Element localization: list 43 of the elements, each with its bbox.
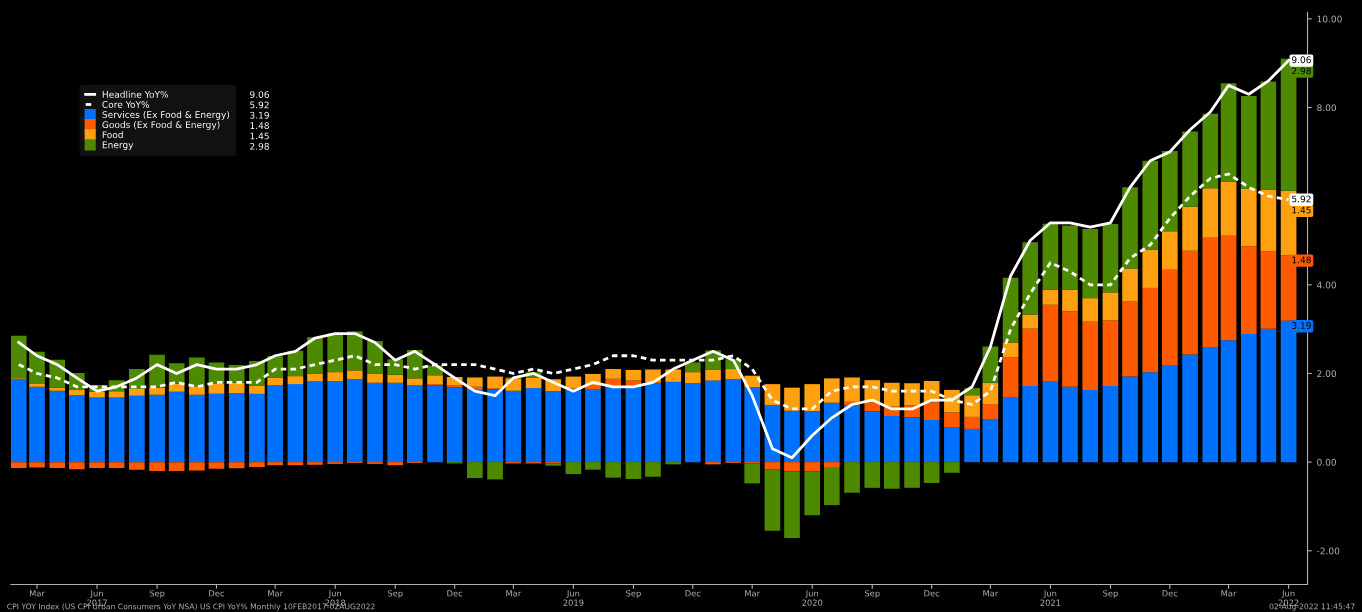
data-label: 9.06 <box>1291 56 1311 64</box>
text: 1.45 <box>250 132 269 140</box>
data-label: 2.98 <box>1292 67 1311 75</box>
text: 3.19 <box>250 111 269 119</box>
data-label: 1.45 <box>1292 206 1311 214</box>
legend-label: Services (Ex Food & Energy) <box>102 111 230 120</box>
y-tick-label: 10.00 <box>1317 15 1342 23</box>
x-tick-label: Sep <box>626 590 641 599</box>
y-tick-label: 0.00 <box>1317 458 1337 466</box>
x-tick-label: Sep <box>149 590 165 599</box>
x-tick-label: Dec <box>447 590 463 597</box>
y-tick-label: -2.00 <box>1316 547 1340 555</box>
legend-label: Headline YoY% <box>102 90 169 98</box>
legend-label: Energy <box>102 141 134 151</box>
x-tick-label: Dec <box>685 590 701 597</box>
y-tick-label: 2.00 <box>1317 370 1337 378</box>
text: 2.98 <box>250 142 269 150</box>
data-label: 1.48 <box>1292 256 1311 264</box>
x-tick-label: Mar <box>268 590 284 597</box>
x-tick-label: Sep <box>387 590 403 599</box>
y-tick-label: 4.00 <box>1316 281 1337 289</box>
y-tick-label: 8.00 <box>1317 104 1337 112</box>
x-tick-label: Mar <box>29 590 45 597</box>
x-tick-label: Jun 2019 <box>563 590 584 606</box>
x-tick-label: Mar <box>983 590 999 597</box>
x-tick-label: Mar <box>745 590 761 597</box>
x-tick-label: Mar <box>506 590 522 597</box>
data-label: 3.19 <box>1292 322 1311 329</box>
data-label: 5.92 <box>1292 195 1311 203</box>
text: 9.06 <box>250 91 270 98</box>
legend-label: Goods (Ex Food & Energy) <box>102 121 220 130</box>
x-tick-label: Dec <box>924 590 940 597</box>
x-tick-label: Mar <box>1221 590 1237 597</box>
x-tick-label: Sep <box>1103 590 1118 599</box>
legend-label: Food <box>102 131 123 139</box>
x-tick-label: Dec <box>1162 590 1178 597</box>
x-tick-label: Sep <box>864 590 880 599</box>
legend-label: Core YoY% <box>102 101 150 108</box>
x-tick-label: Dec <box>209 590 224 597</box>
text: 5.92 <box>250 101 269 109</box>
text: 1.48 <box>250 122 269 130</box>
x-tick-label: Jun 2021 <box>1040 590 1061 606</box>
x-tick-label: Jun 2020 <box>802 590 823 606</box>
